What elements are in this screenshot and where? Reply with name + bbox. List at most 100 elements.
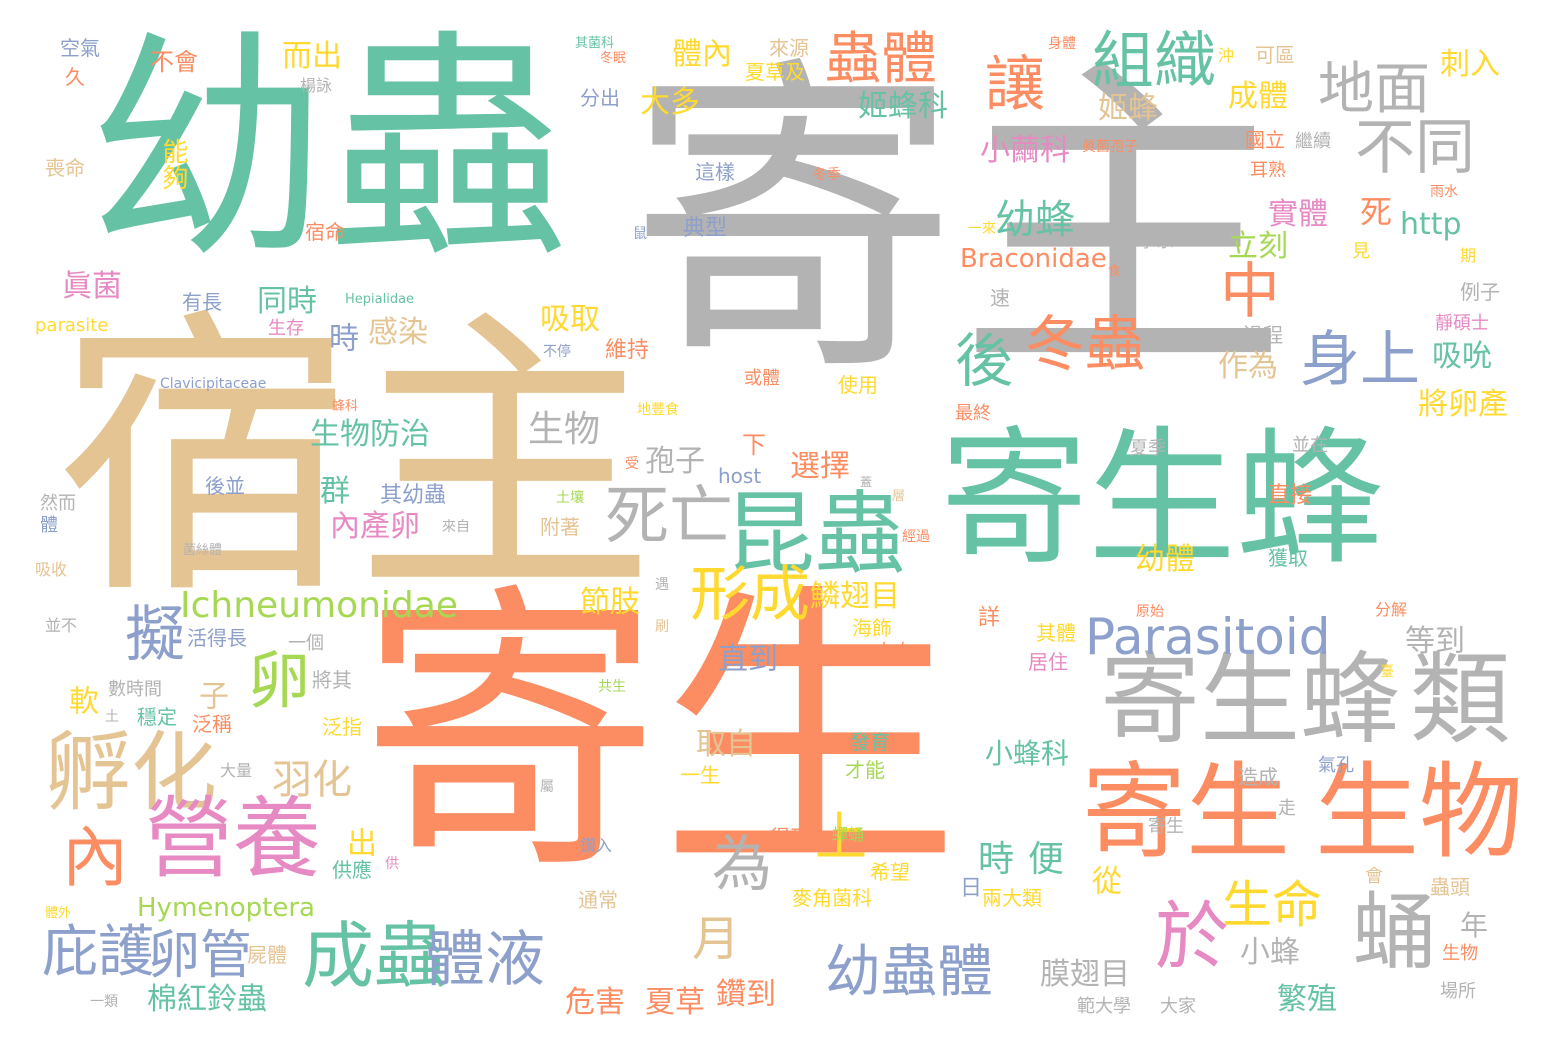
cloud-word: parasite bbox=[35, 315, 109, 336]
cloud-word: 屍體 bbox=[247, 943, 287, 967]
cloud-word: 冬蟲 bbox=[1025, 310, 1145, 380]
cloud-word: 為 bbox=[712, 830, 772, 900]
cloud-word: 大多 bbox=[640, 85, 700, 120]
cloud-word: 過程 bbox=[1243, 323, 1283, 347]
cloud-word: 其菌科 bbox=[575, 36, 615, 51]
cloud-word: 膜翅目 bbox=[1040, 957, 1130, 992]
cloud-word: 寄生 bbox=[360, 560, 960, 909]
cloud-word: 吸吮 bbox=[1432, 339, 1492, 374]
cloud-word: 體液 bbox=[425, 925, 545, 995]
cloud-word: 體外 bbox=[45, 906, 72, 921]
cloud-word: 鑽到 bbox=[716, 977, 776, 1012]
cloud-word: 楊詠 bbox=[300, 76, 333, 95]
cloud-word: 眞菌 bbox=[62, 269, 122, 304]
cloud-word: 成體 bbox=[1228, 79, 1288, 114]
cloud-word: Hymenoptera bbox=[137, 893, 315, 923]
cloud-word: 居住 bbox=[1028, 650, 1068, 674]
cloud-word: 姬蜂科 bbox=[858, 89, 948, 124]
cloud-word: 軟 bbox=[63, 685, 98, 715]
cloud-word: 期 bbox=[1460, 246, 1477, 265]
cloud-word: 群 bbox=[320, 474, 350, 509]
cloud-word: 數時間 bbox=[108, 679, 162, 700]
cloud-word: 共生 bbox=[598, 679, 626, 695]
cloud-word: 宿主 bbox=[55, 285, 655, 634]
cloud-word: 菌絲體 bbox=[183, 543, 223, 558]
cloud-word: 組織 bbox=[1092, 24, 1217, 97]
cloud-word: 氣孔 bbox=[1318, 755, 1354, 776]
cloud-word: 卵管 bbox=[148, 926, 253, 986]
cloud-word: 寄生 bbox=[1082, 751, 1291, 873]
cloud-word: 食 bbox=[1108, 264, 1122, 279]
cloud-word: 通常 bbox=[578, 888, 618, 912]
cloud-word: 來自 bbox=[442, 519, 470, 535]
cloud-word: 營養 bbox=[145, 787, 322, 890]
cloud-word: 耳熟 bbox=[1250, 160, 1286, 181]
cloud-word: 生物 bbox=[1442, 943, 1478, 964]
cloud-word: 其幼蟲 bbox=[380, 483, 447, 508]
cloud-word: 例子 bbox=[1460, 280, 1500, 304]
cloud-word: 地豐食 bbox=[637, 402, 679, 418]
cloud-word: 不停 bbox=[543, 344, 571, 360]
cloud-word: 幼蜂 bbox=[995, 197, 1075, 243]
cloud-word: 夏季 bbox=[1130, 438, 1166, 459]
cloud-word: 寄生蜂 bbox=[1100, 641, 1400, 758]
cloud-word: 內產卵 bbox=[330, 509, 420, 544]
cloud-word: 幼蟲體 bbox=[825, 940, 993, 1005]
cloud-word: 夏草及 bbox=[745, 60, 805, 84]
cloud-word: 節肢 bbox=[580, 585, 640, 620]
cloud-word: 蟲體 bbox=[825, 27, 937, 92]
cloud-word: 活得長 bbox=[187, 626, 247, 650]
cloud-word: 維持 bbox=[605, 338, 650, 363]
cloud-word: 類 bbox=[1410, 641, 1510, 758]
cloud-word: 便 bbox=[1028, 839, 1065, 880]
cloud-word: 立刻 bbox=[1228, 229, 1288, 264]
cloud-word: 喪命 bbox=[45, 156, 85, 180]
cloud-word: 一個 bbox=[288, 633, 324, 654]
cloud-word: 死 bbox=[1355, 195, 1393, 227]
cloud-word: 小蜂 bbox=[1240, 935, 1300, 970]
cloud-word: 分解 bbox=[1375, 600, 1408, 619]
cloud-word: 生物防治 bbox=[310, 417, 430, 452]
cloud-word: 大量 bbox=[220, 761, 253, 780]
cloud-word: 並不 bbox=[45, 616, 78, 635]
cloud-word: 蜂科 bbox=[332, 399, 359, 414]
cloud-word: 實體 bbox=[1268, 197, 1328, 232]
cloud-word: 不同 bbox=[1355, 113, 1475, 183]
cloud-word: 有長 bbox=[182, 290, 222, 314]
cloud-word: 繼續 bbox=[1295, 131, 1331, 152]
cloud-word: 遇 bbox=[655, 577, 669, 593]
cloud-word: 出 bbox=[341, 827, 376, 857]
cloud-word: 擬 bbox=[125, 600, 185, 670]
cloud-word: 速 bbox=[990, 286, 1010, 310]
cloud-word: 將其 bbox=[312, 668, 352, 692]
cloud-word: 雨水 bbox=[1430, 184, 1458, 200]
cloud-word: 孢子 bbox=[645, 444, 705, 479]
cloud-word: 蛹 bbox=[1352, 883, 1437, 981]
cloud-word: 內 bbox=[62, 819, 128, 896]
cloud-word: 日 bbox=[960, 876, 983, 901]
cloud-word: 造成 bbox=[1238, 765, 1278, 789]
cloud-word: http bbox=[1400, 207, 1462, 242]
cloud-word: 屬 bbox=[540, 779, 554, 795]
cloud-word: 科學系 bbox=[1120, 231, 1174, 252]
cloud-word: 年 bbox=[1460, 909, 1489, 942]
cloud-word: 卵 bbox=[248, 644, 311, 717]
cloud-word: 幼體 bbox=[1135, 542, 1195, 577]
cloud-word: 層 bbox=[892, 489, 906, 504]
cloud-word: 詳 bbox=[974, 605, 999, 627]
cloud-word: 蟬蛹 bbox=[832, 825, 865, 844]
cloud-word: 沖 bbox=[1218, 46, 1235, 65]
cloud-word: 後 bbox=[955, 327, 1014, 395]
cloud-word: 會 bbox=[1365, 866, 1383, 887]
cloud-word: 體 bbox=[40, 515, 58, 536]
cloud-word: 讓 bbox=[985, 50, 1045, 120]
cloud-word: 昆蟲 bbox=[725, 482, 905, 587]
cloud-word: 空氣 bbox=[60, 36, 100, 60]
cloud-word: 兩大類 bbox=[982, 886, 1042, 910]
cloud-word: 蟲頭 bbox=[1430, 875, 1470, 899]
cloud-word: 寄主 bbox=[628, 31, 1288, 415]
cloud-word: 而出 bbox=[282, 39, 342, 74]
cloud-word: 宿命 bbox=[305, 220, 345, 244]
cloud-word: 這樣 bbox=[695, 160, 735, 184]
cloud-word: 繁殖 bbox=[1277, 982, 1337, 1017]
